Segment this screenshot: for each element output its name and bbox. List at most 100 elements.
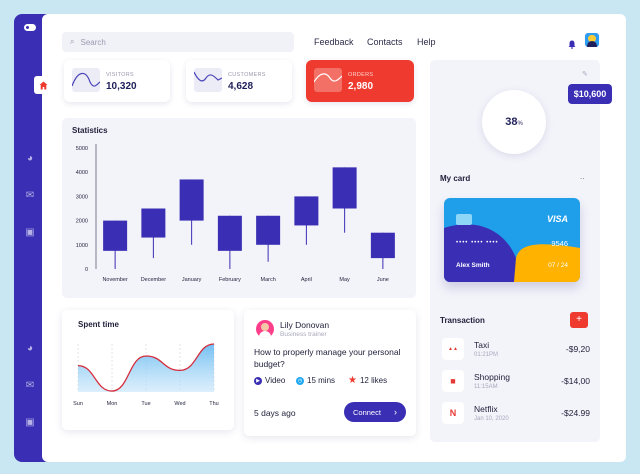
video-meta: ▶ Video — [254, 376, 285, 385]
connect-label: Connect — [353, 407, 381, 417]
clock-icon: ◷ — [296, 376, 304, 385]
x-tick-label: November — [102, 277, 128, 283]
sidebar-toggle-icon[interactable] — [24, 24, 36, 31]
trainer-role: Business trainer — [280, 331, 327, 338]
balance-badge[interactable]: $10,600 — [568, 84, 612, 104]
x-tick-label: Sun — [73, 401, 83, 407]
transaction-amount: -$14,00 — [561, 376, 590, 386]
x-tick-label: January — [182, 277, 202, 283]
search-input[interactable]: ⌕ Search — [62, 32, 294, 52]
avatar[interactable] — [585, 33, 599, 47]
transaction-row[interactable]: N Netflix Jan 10, 2020 -$24.99 — [442, 402, 590, 426]
spent-time-chart: Sun Mon Tue Wed Thu — [73, 343, 219, 407]
statistics-chart: 0 1000 2000 3000 4000 5000 November December Jan… — [76, 144, 395, 283]
webinar-question: How to properly manage your personal bud… — [254, 347, 401, 369]
spent-line — [77, 343, 215, 392]
taxi-icon: ▲▲ — [442, 338, 464, 360]
transaction-name: Netflix — [474, 404, 498, 414]
connect-button[interactable]: Connect › — [344, 402, 406, 422]
candle-body — [294, 196, 319, 226]
orders-sparkline — [314, 68, 342, 92]
candle-body — [179, 179, 204, 221]
add-transaction-button[interactable]: + — [570, 312, 588, 328]
y-tick-label: 4000 — [76, 170, 88, 176]
home-icon — [39, 81, 47, 89]
x-tick-label: March — [260, 277, 275, 283]
right-panel: ✎ 38% My card .. VISA •••• •••• •••• 954… — [430, 60, 600, 442]
candle-body — [103, 220, 128, 251]
card-holder: Alex Smith — [456, 262, 490, 269]
chevron-right-icon: › — [394, 407, 397, 417]
customers-sparkline — [194, 68, 222, 92]
dashboard-main: ⌕ Search Feedback Contacts Help VISITORS… — [42, 14, 626, 462]
webinar-card: Lily Donovan Business trainer How to pro… — [244, 310, 416, 436]
transaction-title: Transaction — [440, 316, 485, 325]
message-icon[interactable]: ✉ — [25, 190, 35, 201]
card-more-icon[interactable]: .. — [580, 172, 585, 181]
statistics-title: Statistics — [72, 126, 108, 135]
card-chip-icon — [456, 214, 472, 225]
stat-card-customers[interactable]: CUSTOMERS 4,628 — [186, 60, 292, 102]
credit-card[interactable]: VISA •••• •••• •••• 9546 Alex Smith 07 /… — [444, 198, 580, 282]
stat-value: 4,628 — [228, 81, 254, 92]
bell-icon[interactable] — [568, 36, 576, 49]
x-tick-label: Wed — [174, 401, 185, 407]
transaction-date: 01:21PM — [474, 352, 499, 358]
spent-time-card: Spent time Sun Mon Tue Wed Thu — [62, 310, 234, 430]
transaction-amount: -$24.99 — [561, 408, 590, 418]
wallet-icon[interactable]: ▣ — [25, 227, 35, 238]
card-number-mask: •••• •••• •••• — [456, 240, 499, 246]
likes-meta: ★ 12 likes — [348, 374, 387, 386]
search-icon: ⌕ — [70, 37, 75, 46]
trainer-avatar[interactable] — [256, 320, 274, 338]
x-tick-label: May — [339, 277, 350, 283]
edit-icon[interactable]: ✎ — [582, 71, 588, 78]
stat-label: CUSTOMERS — [228, 72, 266, 78]
search-placeholder: Search — [80, 37, 106, 47]
nav-help[interactable]: Help — [417, 37, 436, 47]
progress-suffix: % — [517, 120, 523, 127]
progress-ring: 38% — [482, 90, 546, 154]
stat-label: ORDERS — [348, 72, 374, 78]
netflix-icon: N — [442, 402, 464, 424]
message-icon-2[interactable]: ✉ — [25, 380, 35, 391]
y-tick-label: 0 — [85, 267, 88, 273]
home-button[interactable] — [34, 76, 52, 94]
stat-value: 2,980 — [348, 81, 374, 92]
pie-chart-icon[interactable]: ◕ — [26, 153, 34, 164]
card-last4: 9546 — [551, 239, 568, 248]
candle-body — [141, 208, 166, 238]
y-tick-label: 1000 — [76, 243, 88, 249]
statistics-panel: Statistics 0 1000 2000 3000 4000 5000 November… — [62, 118, 416, 298]
play-icon: ▶ — [254, 376, 262, 385]
stat-card-visitors[interactable]: VISITORS 10,320 — [64, 60, 170, 102]
x-tick-label: Thu — [209, 401, 218, 407]
nav-feedback[interactable]: Feedback — [314, 37, 354, 47]
card-background-shape — [444, 224, 580, 282]
trainer-name: Lily Donovan — [280, 320, 330, 330]
pie-chart-icon-2[interactable]: ◕ — [26, 343, 34, 354]
y-tick-label: 5000 — [76, 146, 88, 152]
visitors-sparkline — [72, 68, 100, 92]
star-icon: ★ — [348, 374, 357, 386]
transaction-row[interactable]: ■ Shopping 11:15AM -$14,00 — [442, 370, 590, 394]
x-tick-label: April — [301, 277, 312, 283]
stat-label: VISITORS — [106, 72, 134, 78]
stat-value: 10,320 — [106, 81, 137, 92]
y-tick-label: 2000 — [76, 219, 88, 225]
x-tick-label: February — [219, 277, 241, 283]
my-card-title: My card — [440, 174, 471, 183]
nav-contacts[interactable]: Contacts — [367, 37, 403, 47]
transaction-amount: -$9,20 — [565, 344, 590, 354]
stat-card-orders[interactable]: ORDERS 2,980 — [306, 60, 414, 102]
x-tick-label: December — [141, 277, 167, 283]
spent-time-title: Spent time — [78, 320, 119, 329]
transaction-row[interactable]: ▲▲ Taxi 01:21PM -$9,20 — [442, 338, 590, 362]
duration-label: 15 mins — [307, 376, 336, 385]
progress-value: 38 — [505, 116, 518, 128]
card-brand: VISA — [546, 214, 568, 224]
x-tick-label: Mon — [107, 401, 118, 407]
card-expiry: 07 / 24 — [548, 262, 568, 269]
transaction-date: 11:15AM — [474, 384, 498, 390]
wallet-icon-2[interactable]: ▣ — [25, 417, 35, 428]
